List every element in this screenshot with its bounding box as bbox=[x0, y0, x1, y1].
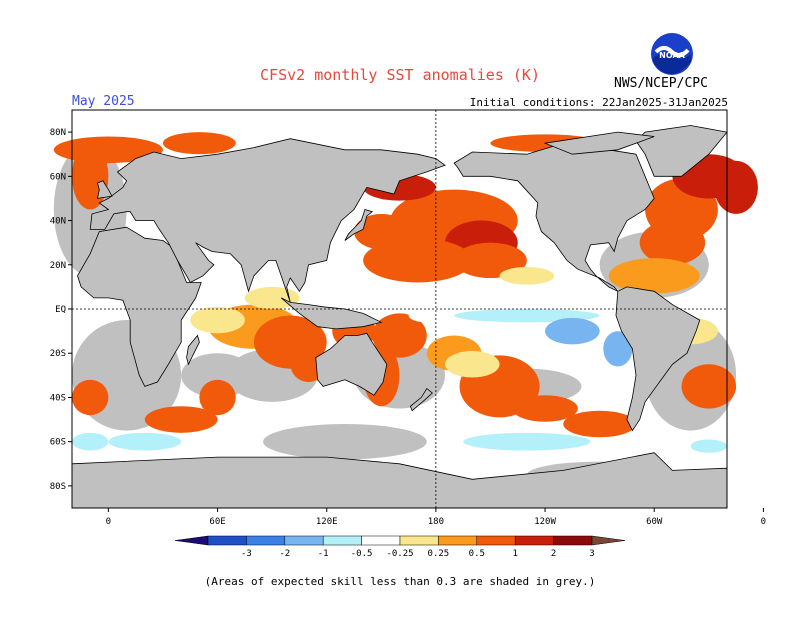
lat-label: 40S bbox=[50, 393, 66, 403]
anomaly-region bbox=[144, 406, 218, 433]
anomaly-region bbox=[714, 160, 758, 214]
land-arctic-islands bbox=[543, 131, 655, 155]
land-south-america bbox=[615, 286, 701, 432]
colorbar-segment bbox=[284, 535, 324, 546]
colorbar-segment bbox=[399, 535, 439, 546]
lat-label: 20S bbox=[50, 349, 66, 359]
lon-label: 180 bbox=[428, 517, 444, 527]
lat-label: 20N bbox=[50, 261, 66, 271]
anomaly-region bbox=[454, 242, 527, 279]
land-australia bbox=[315, 332, 388, 396]
lon-label: 120W bbox=[534, 517, 556, 527]
colorbar-label: 0.25 bbox=[428, 549, 450, 559]
colorbar-min-arrow bbox=[174, 535, 209, 546]
anomaly-region bbox=[639, 220, 706, 265]
land-uk bbox=[96, 180, 113, 199]
skill-footnote: (Areas of expected skill less than 0.3 a… bbox=[204, 575, 596, 588]
anomaly-region bbox=[444, 351, 500, 378]
colorbar-segment bbox=[207, 535, 247, 546]
land-eurasia bbox=[89, 138, 446, 303]
land-greenland bbox=[635, 125, 728, 177]
anomaly-region bbox=[608, 258, 700, 294]
colorbar-label: 0.5 bbox=[469, 549, 485, 559]
colorbar-segment bbox=[553, 535, 593, 546]
land-indonesia bbox=[280, 297, 383, 330]
land-north-america bbox=[453, 142, 655, 292]
anomaly-region bbox=[72, 432, 109, 451]
land-japan bbox=[344, 209, 374, 241]
colorbar-segment bbox=[476, 535, 516, 546]
anomaly-region bbox=[603, 331, 633, 367]
anomaly-region bbox=[363, 238, 473, 283]
land-madagascar bbox=[186, 334, 200, 366]
low-skill-region bbox=[263, 423, 427, 460]
lat-label: 40N bbox=[50, 217, 66, 227]
land-africa bbox=[77, 226, 202, 387]
anomaly-region bbox=[408, 309, 445, 323]
anomaly-region bbox=[563, 410, 637, 438]
anomaly-region bbox=[499, 266, 555, 285]
lat-label: EQ bbox=[55, 305, 66, 315]
svg-text:NOAA: NOAA bbox=[659, 51, 685, 60]
noaa-logo-icon: NOAA bbox=[651, 33, 693, 75]
anomaly-region bbox=[72, 379, 109, 416]
anomaly-region bbox=[244, 286, 300, 310]
lat-label: 80S bbox=[50, 482, 66, 492]
anomaly-region bbox=[545, 317, 600, 345]
lon-label: 60E bbox=[209, 517, 225, 527]
anomaly-region bbox=[162, 132, 236, 155]
colorbar-label: -3 bbox=[241, 549, 252, 559]
lon-label: 60W bbox=[646, 517, 663, 527]
anomaly-region bbox=[463, 432, 591, 451]
lon-label: 0 bbox=[106, 517, 111, 527]
anomaly-region bbox=[512, 395, 578, 422]
anomaly-region bbox=[681, 364, 737, 409]
colorbar-segment bbox=[514, 535, 554, 546]
anomaly-region bbox=[190, 306, 245, 334]
colorbar-label: -0.5 bbox=[351, 549, 373, 559]
land-new-zealand bbox=[409, 388, 433, 412]
colorbar-label: -1 bbox=[318, 549, 329, 559]
colorbar-label: -0.25 bbox=[386, 549, 413, 559]
lat-label: 60S bbox=[50, 438, 66, 448]
anomaly-region bbox=[108, 432, 182, 451]
initial-conditions: Initial conditions: 22Jan2025-31Jan2025 bbox=[469, 96, 728, 109]
lat-label: 60N bbox=[50, 172, 66, 182]
colorbar-label: 2 bbox=[551, 549, 556, 559]
colorbar-max-arrow bbox=[591, 535, 626, 546]
lon-label: 0 bbox=[761, 517, 766, 527]
colorbar-label: -2 bbox=[279, 549, 290, 559]
colorbar-segment bbox=[322, 535, 362, 546]
colorbar-segment bbox=[246, 535, 286, 546]
anomaly-region bbox=[199, 379, 236, 416]
colorbar-segment bbox=[361, 535, 401, 546]
forecast-month: May 2025 bbox=[72, 94, 135, 109]
lat-label: 80N bbox=[50, 128, 66, 138]
agency-label: NWS/NCEP/CPC bbox=[614, 76, 708, 91]
anomaly-region bbox=[53, 136, 163, 164]
anomaly-region bbox=[354, 213, 409, 250]
colorbar-label: 3 bbox=[589, 549, 594, 559]
anomaly-region bbox=[690, 439, 727, 453]
lon-label: 120E bbox=[316, 517, 338, 527]
colorbar-label: 1 bbox=[512, 549, 517, 559]
colorbar-segment bbox=[438, 535, 478, 546]
chart-title: CFSv2 monthly SST anomalies (K) bbox=[260, 66, 540, 84]
